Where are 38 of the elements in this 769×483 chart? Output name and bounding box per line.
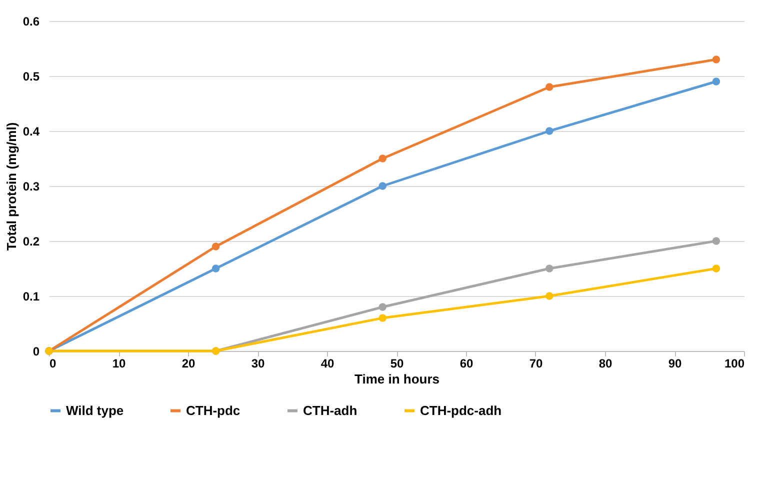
point bbox=[378, 182, 386, 190]
y-tick-label: 0.5 bbox=[22, 70, 40, 84]
point bbox=[546, 292, 554, 300]
x-tick-label: 90 bbox=[668, 356, 682, 370]
x-tick-label: 30 bbox=[251, 356, 265, 370]
point bbox=[546, 127, 554, 135]
x-tick-label: 60 bbox=[460, 356, 474, 370]
point bbox=[378, 314, 386, 322]
y-tick-label: 0.2 bbox=[22, 234, 40, 248]
y-tick-label: 0.4 bbox=[22, 124, 40, 138]
point bbox=[546, 264, 554, 272]
x-tick-label: 10 bbox=[112, 356, 126, 370]
point bbox=[712, 56, 720, 64]
x-axis-title: Time in hours bbox=[354, 372, 440, 386]
legend-label: CTH-pdc-adh bbox=[420, 402, 502, 418]
point bbox=[546, 83, 554, 91]
x-tick-label: 50 bbox=[390, 356, 404, 370]
point bbox=[378, 303, 386, 311]
point bbox=[378, 154, 386, 162]
legend-label: Wild type bbox=[66, 402, 124, 418]
y-tick-label: 0.3 bbox=[22, 180, 40, 194]
x-tick-label: 100 bbox=[724, 356, 745, 370]
x-tick-label: 70 bbox=[529, 356, 543, 370]
y-tick-label: 0.1 bbox=[22, 290, 40, 304]
x-tick-label: 0 bbox=[50, 356, 56, 370]
y-tick-label: 0.6 bbox=[22, 14, 40, 28]
y-tick-label: 0 bbox=[32, 344, 40, 358]
point bbox=[712, 237, 720, 245]
point bbox=[712, 264, 720, 272]
point bbox=[712, 78, 720, 86]
point bbox=[212, 264, 220, 272]
point bbox=[212, 242, 220, 250]
legend-label: CTH-pdc bbox=[186, 402, 240, 418]
x-tick-label: 40 bbox=[320, 356, 334, 370]
legend-label: CTH-adh bbox=[303, 402, 358, 418]
x-tick-label: 80 bbox=[598, 356, 612, 370]
y-axis-title: Total protein (mg/ml) bbox=[4, 122, 19, 251]
x-tick-label: 20 bbox=[182, 356, 196, 370]
